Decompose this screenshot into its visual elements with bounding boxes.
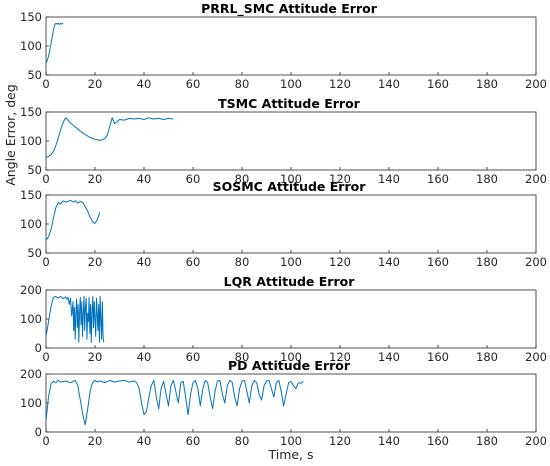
plot-frame xyxy=(45,111,537,171)
x-tick-label: 100 xyxy=(280,77,302,91)
plot-frame xyxy=(45,289,537,349)
x-tick-label: 80 xyxy=(235,172,250,186)
x-tick-label: 120 xyxy=(329,350,351,364)
x-tick-label: 160 xyxy=(427,77,449,91)
x-tick-label: 180 xyxy=(476,255,498,269)
plot-frame xyxy=(45,373,537,433)
x-tick-label: 20 xyxy=(88,350,103,364)
x-tick-label: 20 xyxy=(88,255,103,269)
x-tick-label: 60 xyxy=(186,350,201,364)
x-tick-label: 180 xyxy=(476,350,498,364)
y-tick-label: 150 xyxy=(20,10,42,24)
x-tick-label: 120 xyxy=(329,434,351,448)
x-tick-label: 180 xyxy=(476,172,498,186)
error-trace xyxy=(45,22,64,64)
x-tick-label: 140 xyxy=(378,77,400,91)
subplot-title: PD Attitude Error xyxy=(228,358,351,373)
x-tick-label: 180 xyxy=(476,77,498,91)
x-tick-label: 40 xyxy=(137,434,152,448)
x-tick-label: 80 xyxy=(235,255,250,269)
subplot-title: PRRL_SMC Attitude Error xyxy=(201,1,378,17)
x-tick-label: 140 xyxy=(378,350,400,364)
x-tick-label: 200 xyxy=(525,77,547,91)
x-tick-label: 40 xyxy=(137,77,152,91)
x-tick-label: 80 xyxy=(235,434,250,448)
x-tick-label: 20 xyxy=(88,172,103,186)
x-tick-label: 60 xyxy=(186,255,201,269)
y-axis-label: Angle Error, deg xyxy=(3,84,18,186)
x-tick-label: 160 xyxy=(427,350,449,364)
x-tick-label: 200 xyxy=(525,172,547,186)
y-tick-label: 100 xyxy=(20,39,42,53)
subplot-2: TSMC Attitude Error 0 20 40 60 80 100 120 140 160… xyxy=(20,96,547,186)
x-tick-label: 200 xyxy=(525,350,547,364)
x-tick-label: 60 xyxy=(186,172,201,186)
x-tick-label: 20 xyxy=(88,77,103,91)
x-tick-label: 0 xyxy=(42,434,49,448)
x-tick-label: 0 xyxy=(42,350,49,364)
subplot-4: LQR Attitude Error 0 20 40 60 80 100 120 140 160 1… xyxy=(20,274,547,364)
x-tick-label: 80 xyxy=(235,350,250,364)
x-tick-label: 200 xyxy=(525,255,547,269)
y-tick-label: 100 xyxy=(20,312,42,326)
x-tick-label: 0 xyxy=(42,172,49,186)
x-tick-label: 100 xyxy=(280,172,302,186)
x-tick-label: 200 xyxy=(525,434,547,448)
x-tick-label: 80 xyxy=(235,77,250,91)
x-tick-label: 140 xyxy=(378,172,400,186)
error-trace xyxy=(45,117,174,158)
x-tick-label: 0 xyxy=(42,77,49,91)
error-trace xyxy=(45,295,105,343)
x-tick-label: 160 xyxy=(427,434,449,448)
subplot-title: SOSMC Attitude Error xyxy=(213,179,367,194)
y-tick-label: 150 xyxy=(20,105,42,119)
x-axis-label: Time, s xyxy=(267,447,313,462)
subplot-5: PD Attitude Error 0 20 40 60 80 100 120 140 160 18… xyxy=(20,358,547,448)
x-tick-label: 60 xyxy=(186,77,201,91)
plot-frame xyxy=(45,16,537,76)
x-tick-label: 40 xyxy=(137,172,152,186)
y-tick-label: 150 xyxy=(20,188,42,202)
y-tick-label: 0 xyxy=(35,341,42,355)
x-tick-label: 160 xyxy=(427,172,449,186)
x-tick-label: 120 xyxy=(329,77,351,91)
y-tick-label: 50 xyxy=(27,163,42,177)
subplot-title: LQR Attitude Error xyxy=(224,274,356,289)
error-trace xyxy=(45,379,304,426)
x-tick-label: 140 xyxy=(378,434,400,448)
error-trace xyxy=(45,199,101,241)
subplot-stack: PRRL_SMC Attitude Error 0 20 40 60 80 100 120 14… xyxy=(20,1,547,448)
y-tick-label: 200 xyxy=(20,367,42,381)
y-tick-label: 50 xyxy=(27,246,42,260)
x-tick-label: 20 xyxy=(88,434,103,448)
y-tick-label: 0 xyxy=(35,425,42,439)
x-tick-label: 100 xyxy=(280,255,302,269)
y-tick-label: 100 xyxy=(20,217,42,231)
subplot-3: SOSMC Attitude Error 0 20 40 60 80 100 120 140 16… xyxy=(20,179,547,269)
plot-frame xyxy=(45,194,537,254)
y-tick-label: 100 xyxy=(20,396,42,410)
y-tick-label: 200 xyxy=(20,283,42,297)
x-tick-label: 100 xyxy=(280,434,302,448)
x-tick-label: 40 xyxy=(137,350,152,364)
x-tick-label: 160 xyxy=(427,255,449,269)
x-tick-label: 100 xyxy=(280,350,302,364)
subplot-1: PRRL_SMC Attitude Error 0 20 40 60 80 100 120 14… xyxy=(20,1,547,91)
y-tick-label: 100 xyxy=(20,134,42,148)
x-tick-label: 140 xyxy=(378,255,400,269)
subplot-title: TSMC Attitude Error xyxy=(218,96,361,111)
x-tick-label: 0 xyxy=(42,255,49,269)
x-tick-label: 60 xyxy=(186,434,201,448)
x-tick-label: 120 xyxy=(329,255,351,269)
x-tick-label: 40 xyxy=(137,255,152,269)
x-tick-label: 120 xyxy=(329,172,351,186)
y-tick-label: 50 xyxy=(27,68,42,82)
x-tick-label: 180 xyxy=(476,434,498,448)
